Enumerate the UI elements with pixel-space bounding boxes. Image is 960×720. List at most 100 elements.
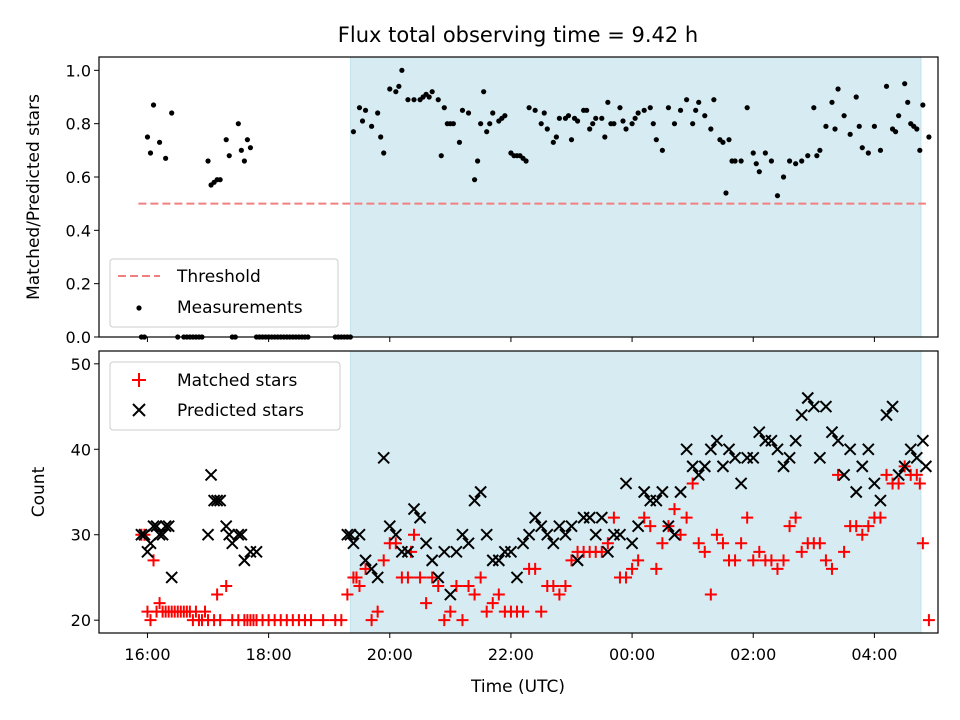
matched-star-point <box>789 511 802 524</box>
matched-star-point <box>880 468 893 481</box>
matched-stars-series <box>135 460 935 627</box>
predicted-star-point <box>886 400 899 413</box>
matched-star-point <box>922 614 935 627</box>
x-tick-label: 22:00 <box>488 645 534 664</box>
measurement-point <box>871 123 877 129</box>
matched-star-point <box>317 614 330 627</box>
measurement-point <box>487 121 493 127</box>
measurement-point <box>478 121 484 127</box>
measurement-point <box>350 129 357 135</box>
matched-star-point <box>686 477 699 490</box>
matched-star-point <box>565 554 578 567</box>
measurement-point <box>405 97 411 103</box>
measurement-point <box>565 113 572 119</box>
predicted-star-point <box>159 519 172 533</box>
measurement-point <box>375 110 381 116</box>
matched-star-point <box>353 580 366 592</box>
measurement-point <box>744 105 750 111</box>
matched-star-point <box>456 614 469 627</box>
x-tick-label: 20:00 <box>367 645 413 664</box>
ratio-y-label: Matched/Predicted stars <box>24 94 44 300</box>
predicted-star-point <box>165 571 178 584</box>
matched-star-point <box>783 520 796 533</box>
matched-star-point <box>913 477 926 490</box>
matched-star-point <box>777 554 790 567</box>
matched-star-point <box>698 545 711 558</box>
count-legend-box <box>109 361 341 431</box>
measurement-point <box>471 177 478 183</box>
measurement-point <box>671 121 678 127</box>
ratio-y-tick-label: 0.0 <box>66 328 91 347</box>
predicted-star-point <box>250 545 263 559</box>
measurement-point <box>917 147 923 153</box>
measurement-point <box>738 158 744 164</box>
predicted-star-point <box>831 434 845 447</box>
measurement-point <box>387 86 393 92</box>
count-ticks: 16:00 18:00 20:00 22:00 00:00 02:00 04:00 20 30 4… <box>71 355 898 664</box>
predicted-star-point <box>210 494 224 507</box>
matched-star-point <box>638 511 651 524</box>
measurement-point <box>599 115 605 121</box>
predicted-star-point <box>662 519 675 533</box>
matched-star-point <box>735 537 748 550</box>
measurement-point <box>241 158 247 164</box>
count-observing-span <box>349 350 922 634</box>
predicted-star-point <box>625 537 639 550</box>
matched-star-point <box>601 537 614 550</box>
predicted-star-point <box>204 468 218 482</box>
matched-star-point <box>211 588 224 601</box>
matched-star-point <box>819 554 832 567</box>
predicted-star-point <box>456 528 469 541</box>
predicted-star-point <box>516 537 530 550</box>
measurement-point <box>856 123 862 129</box>
matched-star-point <box>408 528 421 541</box>
measurement-point <box>905 99 911 105</box>
count-y-tick-label: 40 <box>71 440 91 459</box>
measurement-point <box>459 107 466 113</box>
measurement-point <box>435 97 441 103</box>
matched-star-point <box>741 511 754 524</box>
measurement-point <box>780 174 787 180</box>
measurement-point <box>169 110 175 116</box>
measurement-point <box>832 126 838 132</box>
matched-star-point <box>214 614 227 627</box>
matched-star-point <box>144 614 157 627</box>
legend-matched-label: Matched stars <box>177 371 297 391</box>
legend-measurements-marker <box>136 305 142 311</box>
predicted-star-point <box>156 528 169 541</box>
matched-star-point <box>517 605 530 618</box>
predicted-star-point <box>425 554 439 567</box>
matched-star-point <box>401 571 414 584</box>
measurement-point <box>441 105 447 111</box>
predicted-star-point <box>419 537 433 550</box>
count-y-tick-label: 20 <box>71 611 91 630</box>
predicted-star-point <box>919 460 933 473</box>
matched-star-point <box>765 554 778 567</box>
matched-star-point <box>632 554 645 567</box>
count-panel: 16:00 18:00 20:00 22:00 00:00 02:00 04:00 20 30 4… <box>29 350 939 697</box>
predicted-star-point <box>201 528 215 541</box>
measurement-point <box>426 94 432 100</box>
x-tick-label: 00:00 <box>609 645 655 664</box>
matched-star-point <box>371 605 384 618</box>
legend-predicted-label: Predicted stars <box>177 401 304 421</box>
predicted-star-point <box>344 528 357 541</box>
measurement-point <box>762 150 768 156</box>
matched-star-point <box>910 468 923 481</box>
measurement-point <box>823 123 829 129</box>
measurement-point <box>429 89 435 95</box>
ratio-y-tick-label: 1.0 <box>66 61 91 80</box>
predicted-star-point <box>571 554 584 567</box>
measurement-point <box>550 139 556 145</box>
matched-star-point <box>365 614 378 627</box>
matched-star-point <box>771 562 784 575</box>
predicted-star-point <box>722 443 736 456</box>
predicted-star-point <box>150 519 163 533</box>
predicted-star-point <box>789 434 802 447</box>
predicted-star-point <box>698 460 711 473</box>
measurement-point <box>865 150 871 156</box>
matched-star-point <box>341 588 354 601</box>
measurement-point <box>541 110 547 116</box>
count-legend: Matched stars Predicted stars <box>109 361 341 431</box>
measurement-point <box>465 110 472 116</box>
